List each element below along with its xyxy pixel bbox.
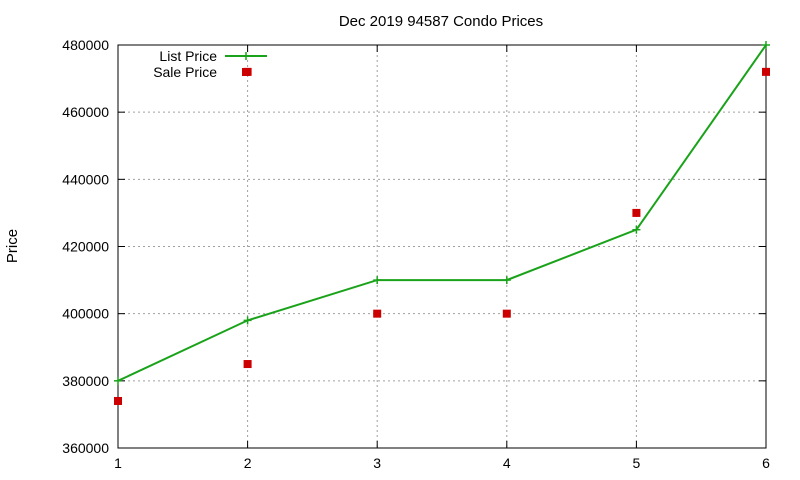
x-tick-label: 1 <box>114 455 122 471</box>
data-point <box>762 41 770 49</box>
data-point <box>243 360 252 369</box>
y-tick-label: 460000 <box>62 104 109 120</box>
data-point <box>632 225 641 234</box>
series-1 <box>114 67 770 405</box>
data-point <box>502 276 511 285</box>
series-0 <box>114 41 770 385</box>
series-line <box>117 44 767 382</box>
legend-marker <box>242 68 250 76</box>
data-point <box>373 276 382 285</box>
data-point <box>502 309 511 318</box>
x-tick-label: 6 <box>762 455 770 471</box>
legend-label: Sale Price <box>153 64 217 80</box>
axis-ticks <box>117 44 767 449</box>
x-tick-label: 5 <box>633 455 641 471</box>
y-tick-label: 440000 <box>62 171 109 187</box>
legend-label: List Price <box>159 48 217 64</box>
y-tick-label: 360000 <box>62 440 109 456</box>
data-point <box>632 208 641 217</box>
x-tick-label: 3 <box>373 455 381 471</box>
y-tick-label: 420000 <box>62 239 109 255</box>
y-axis-label: Price <box>4 229 21 263</box>
data-point <box>114 376 122 385</box>
y-tick-label: 380000 <box>62 373 109 389</box>
data-point <box>243 316 252 325</box>
y-tick-labels: 360000 380000 400000 420000 440000 460000 4800… <box>62 37 109 456</box>
chart-title: Dec 2019 94587 Condo Prices <box>339 13 543 30</box>
series <box>114 41 770 405</box>
grid <box>118 45 766 448</box>
data-point <box>373 309 382 318</box>
legend-marker <box>242 52 250 60</box>
x-tick-labels: 1 2 3 4 5 6 <box>114 455 770 471</box>
data-point <box>114 396 122 405</box>
x-tick-label: 2 <box>244 455 252 471</box>
data-point <box>762 67 770 76</box>
x-tick-label: 4 <box>503 455 511 471</box>
y-tick-label: 480000 <box>62 37 109 53</box>
y-tick-label: 400000 <box>62 306 109 322</box>
